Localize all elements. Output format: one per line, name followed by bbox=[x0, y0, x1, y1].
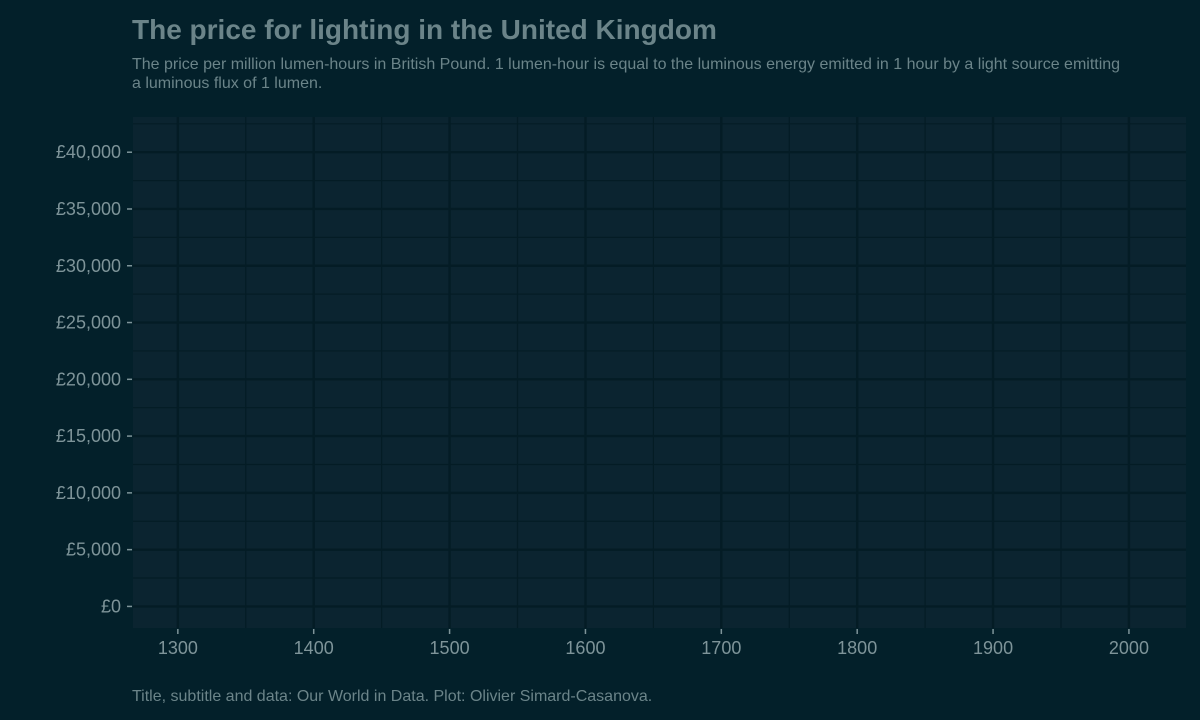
y-tick-label: £25,000 bbox=[56, 313, 121, 333]
y-tick-label: £0 bbox=[101, 596, 121, 616]
minor-gridlines bbox=[133, 117, 1186, 628]
chart-caption: Title, subtitle and data: Our World in D… bbox=[132, 688, 653, 705]
y-axis: £0 £5,000 £10,000 £15,000 £20,000 £25,000 £30,… bbox=[56, 142, 132, 616]
x-axis: 1300 1400 1500 1600 1700 1800 1900 2000 bbox=[158, 629, 1149, 658]
major-gridlines bbox=[133, 117, 1186, 628]
plot-panel bbox=[133, 117, 1186, 628]
x-tick-label: 1800 bbox=[837, 638, 877, 658]
y-tick-label: £20,000 bbox=[56, 369, 121, 389]
x-tick-label: 2000 bbox=[1109, 638, 1149, 658]
y-tick-label: £15,000 bbox=[56, 426, 121, 446]
y-tick-label: £35,000 bbox=[56, 199, 121, 219]
y-tick-label: £5,000 bbox=[66, 540, 121, 560]
x-tick-label: 1500 bbox=[430, 638, 470, 658]
y-tick-label: £40,000 bbox=[56, 142, 121, 162]
x-tick-label: 1400 bbox=[294, 638, 334, 658]
chart-subtitle: The price per million lumen-hours in Bri… bbox=[132, 56, 1121, 92]
chart-title: The price for lighting in the United Kin… bbox=[132, 14, 717, 45]
y-tick-label: £30,000 bbox=[56, 256, 121, 276]
x-tick-label: 1600 bbox=[565, 638, 605, 658]
x-tick-label: 1900 bbox=[973, 638, 1013, 658]
x-tick-label: 1700 bbox=[701, 638, 741, 658]
x-tick-label: 1300 bbox=[158, 638, 198, 658]
y-tick-label: £10,000 bbox=[56, 483, 121, 503]
